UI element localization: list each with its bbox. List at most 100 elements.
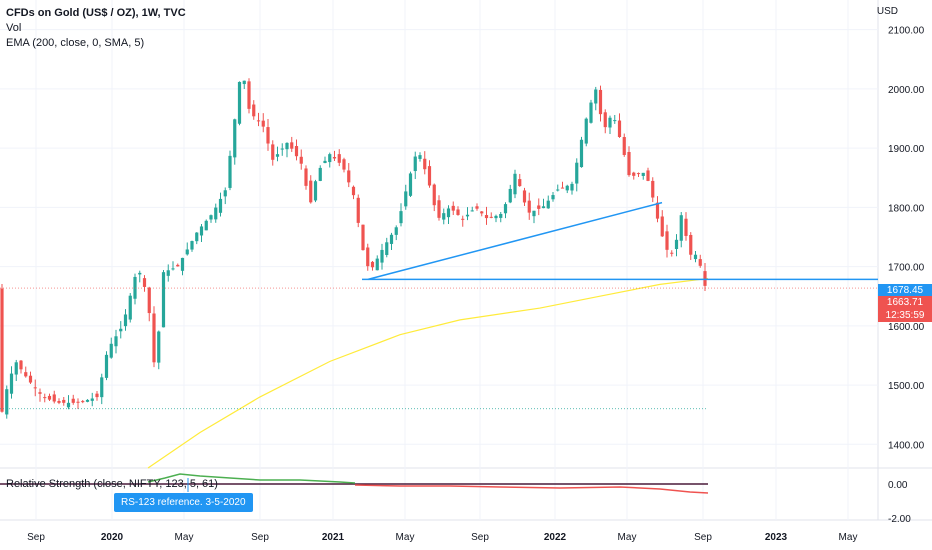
candle [546, 195, 550, 209]
candle [147, 286, 151, 322]
candle-body [152, 313, 156, 363]
candle-body [233, 119, 237, 158]
candle [679, 212, 683, 248]
candle [332, 150, 337, 162]
candle-body [81, 401, 85, 403]
candle-body [427, 166, 432, 186]
candle-body [356, 197, 360, 223]
candle-body [95, 393, 99, 398]
candle [375, 255, 379, 271]
candle-body [570, 183, 574, 191]
candle [693, 251, 698, 263]
candle-body [651, 180, 655, 198]
candle [627, 146, 631, 177]
candle-body [622, 137, 626, 155]
candle-body [204, 220, 208, 231]
candle-body [100, 377, 104, 398]
candle-body [674, 239, 679, 250]
candle [413, 151, 417, 180]
trend-line [367, 201, 663, 281]
candle [579, 136, 584, 168]
candle-body [166, 270, 170, 276]
candle-body [465, 214, 470, 217]
candle-body [299, 156, 303, 164]
candle [114, 329, 118, 354]
candle-body [366, 247, 370, 267]
candle [104, 351, 109, 381]
candle [660, 210, 664, 238]
candle-body [228, 155, 232, 188]
candle-body [304, 168, 308, 186]
candle [199, 223, 204, 243]
candle [24, 366, 28, 378]
candle-body [266, 127, 270, 144]
candle-body [342, 159, 346, 170]
candle [280, 143, 284, 156]
candle-body [62, 399, 66, 403]
candle [399, 203, 403, 227]
candle [318, 165, 322, 182]
candle [522, 187, 527, 207]
candle-body [546, 200, 550, 209]
candle [537, 198, 541, 216]
candle [670, 250, 674, 257]
candle [218, 192, 223, 217]
candle [646, 167, 650, 182]
candle [161, 269, 166, 328]
relative-strength-label: Relative Strength (close, NIFTY, 123, 5,… [6, 478, 218, 490]
candle [290, 136, 294, 152]
candle [655, 196, 660, 223]
candle [442, 208, 446, 225]
candle [603, 109, 607, 134]
candle [76, 398, 80, 410]
candle-body [176, 264, 180, 267]
candle-body [442, 213, 446, 220]
candle [565, 184, 569, 194]
candle [9, 366, 14, 399]
candle-body [589, 102, 593, 123]
candle-body [199, 226, 204, 236]
candle-body [594, 89, 598, 104]
candle [233, 118, 237, 165]
candle-body [413, 156, 417, 172]
x-tick-label: 2021 [322, 532, 345, 543]
candle-body [5, 389, 9, 415]
candle-body [636, 173, 641, 175]
candle [152, 306, 156, 368]
candle [446, 205, 451, 225]
candle-body [584, 118, 588, 144]
candle [598, 85, 603, 122]
candle [385, 237, 389, 258]
candle-body [142, 278, 147, 287]
candle-body [451, 205, 455, 211]
candle-body [537, 205, 541, 209]
candle [57, 398, 61, 405]
candle [518, 173, 522, 187]
candle [185, 242, 189, 256]
candle-body [313, 181, 318, 201]
candle-body [575, 162, 579, 184]
x-tick-label: 2023 [765, 532, 788, 543]
candle-body [218, 198, 223, 213]
candle-body [679, 215, 683, 241]
candle [674, 234, 679, 257]
candle [622, 133, 626, 157]
candle [427, 160, 432, 188]
candle-body [689, 234, 693, 255]
candle-body [484, 215, 489, 219]
candle [0, 283, 4, 413]
candle [337, 149, 341, 167]
candle [38, 388, 42, 402]
candle-body [157, 331, 161, 363]
candle [366, 243, 370, 271]
y-tick-label: 1400.00 [888, 440, 925, 451]
candle [541, 198, 546, 209]
candle-body [33, 387, 37, 389]
y-tick-label: 1500.00 [888, 381, 925, 392]
candle-body [161, 272, 166, 328]
candle [527, 192, 531, 220]
candle [394, 225, 398, 241]
candle [437, 195, 441, 221]
candle-body [508, 188, 512, 203]
